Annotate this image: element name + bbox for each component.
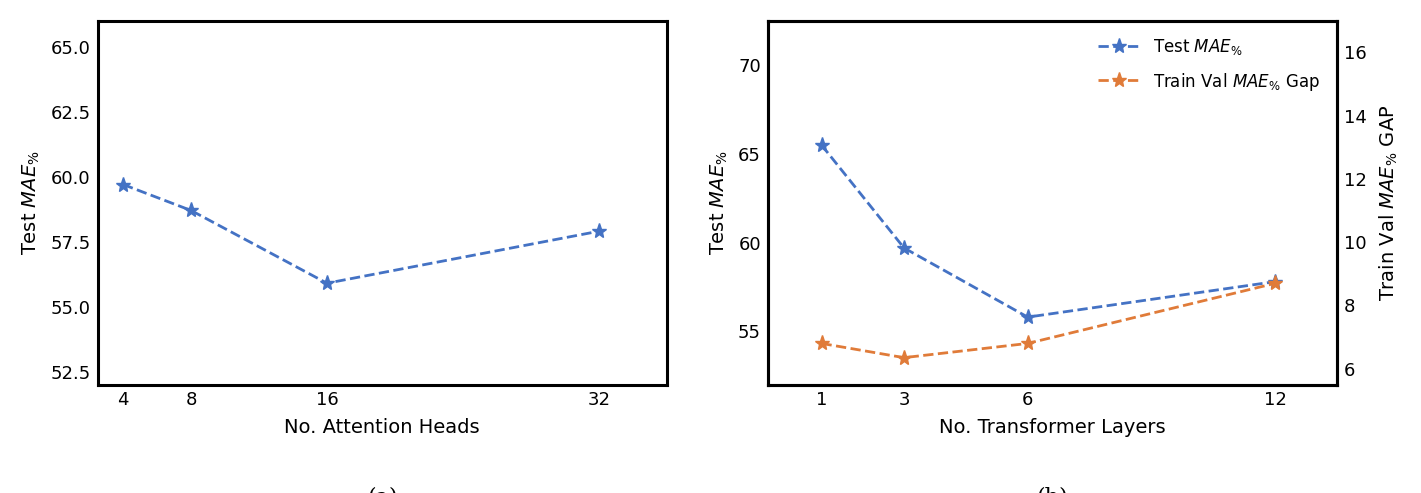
Text: (a): (a)	[367, 487, 398, 493]
Legend: Test $\mathit{MAE}_{\%}$, Train Val $\mathit{MAE}_{\%}$ Gap: Test $\mathit{MAE}_{\%}$, Train Val $\ma…	[1090, 29, 1329, 101]
Test $\mathit{MAE}_{\%}$	[1266, 279, 1283, 284]
Train Val $\mathit{MAE}_{\%}$ Gap	[1019, 341, 1036, 347]
Y-axis label: Test $\mathit{MAE}_{\%}$: Test $\mathit{MAE}_{\%}$	[21, 150, 43, 255]
Line: Test $\mathit{MAE}_{\%}$: Test $\mathit{MAE}_{\%}$	[814, 138, 1283, 325]
X-axis label: No. Attention Heads: No. Attention Heads	[284, 418, 480, 437]
Y-axis label: Train Val $\mathit{MAE}_{\%}$ GAP: Train Val $\mathit{MAE}_{\%}$ GAP	[1378, 105, 1400, 301]
X-axis label: No. Transformer Layers: No. Transformer Layers	[939, 418, 1165, 437]
Train Val $\mathit{MAE}_{\%}$ Gap	[1266, 281, 1283, 286]
Test $\mathit{MAE}_{\%}$	[895, 245, 912, 251]
Text: (b): (b)	[1036, 487, 1069, 493]
Line: Train Val $\mathit{MAE}_{\%}$ Gap: Train Val $\mathit{MAE}_{\%}$ Gap	[814, 276, 1283, 365]
Test $\mathit{MAE}_{\%}$	[813, 142, 830, 148]
Test $\mathit{MAE}_{\%}$	[1019, 314, 1036, 320]
Train Val $\mathit{MAE}_{\%}$ Gap	[813, 341, 830, 347]
Train Val $\mathit{MAE}_{\%}$ Gap	[895, 354, 912, 360]
Y-axis label: Test $\mathit{MAE}_{\%}$: Test $\mathit{MAE}_{\%}$	[708, 150, 729, 255]
